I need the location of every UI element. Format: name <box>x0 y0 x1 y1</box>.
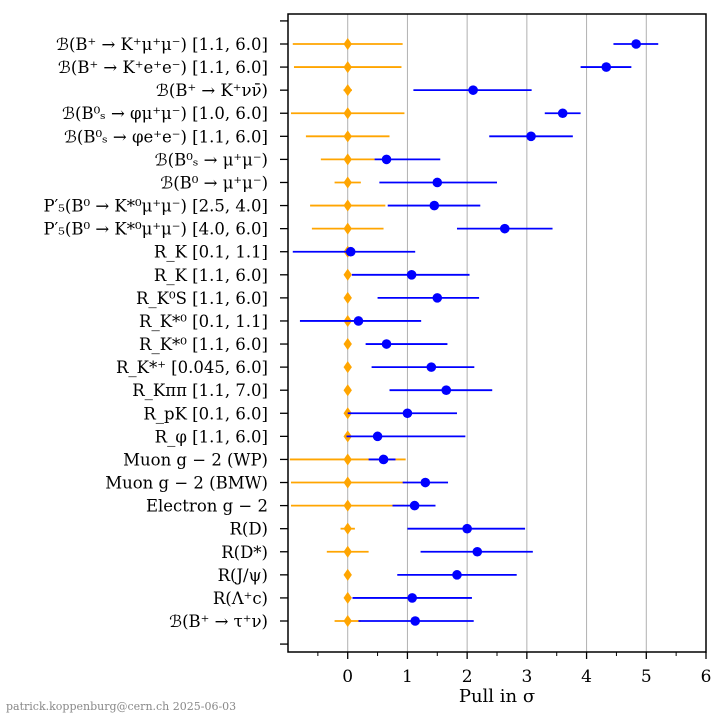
credit-text: patrick.koppenburg@cern.ch 2025-06-03 <box>6 700 236 713</box>
reference-point <box>343 291 352 304</box>
category-label: R_K*⁰ [0.1, 1.1] <box>139 312 268 331</box>
category-label: ℬ(B⁰ₛ → μ⁺μ⁻) <box>155 150 268 169</box>
measurement-point <box>462 523 472 534</box>
measurement-point <box>426 362 437 372</box>
category-label: R_K [0.1, 1.1] <box>154 243 268 262</box>
x-tick-label: 6 <box>701 667 712 687</box>
reference-point <box>343 199 352 212</box>
measurement-point <box>432 293 443 303</box>
measurement-point <box>345 246 356 257</box>
category-label: ℬ(B⁺ → K⁺μ⁺μ⁻) [1.1, 6.0] <box>56 35 268 54</box>
measurement-point <box>499 223 510 234</box>
reference-point <box>343 268 352 281</box>
x-tick-label: 3 <box>521 667 532 687</box>
category-label: R(D*) <box>221 543 268 562</box>
category-label: R_K⁰S [1.1, 6.0] <box>136 289 268 308</box>
category-labels: ℬ(B⁺ → K⁺μ⁺μ⁻) [1.1, 6.0] ℬ(B⁺ → K⁺e⁺e⁻) … <box>43 35 268 631</box>
reference-point <box>343 591 352 604</box>
measurement-point <box>381 154 392 165</box>
reference-series <box>289 38 406 627</box>
grid-lines <box>347 14 647 652</box>
reference-point <box>343 176 352 189</box>
measurement-point <box>468 85 478 95</box>
measurement-point <box>432 177 443 188</box>
measurement-point <box>410 616 420 626</box>
category-label: R(Λ⁺c) <box>213 589 268 608</box>
measurement-point <box>472 546 483 557</box>
category-label: R_K*⁰ [1.1, 6.0] <box>139 335 268 354</box>
measurement-point <box>526 131 536 142</box>
category-label: R_K*⁺ [0.045, 6.0] <box>116 358 268 377</box>
category-label: ℬ(B⁰ₛ → φe⁺e⁻) [1.1, 6.0] <box>64 127 268 146</box>
measurement-point <box>631 39 641 49</box>
reference-point <box>343 545 352 558</box>
reference-point <box>343 384 352 397</box>
measurement-point <box>378 454 389 465</box>
measurement-point <box>557 108 568 119</box>
reference-point <box>343 522 352 535</box>
measurement-point <box>372 431 383 442</box>
category-label: ℬ(B⁰ → μ⁺μ⁻) <box>160 173 268 192</box>
reference-point <box>343 38 352 50</box>
category-label: P′₅(B⁰ → K*⁰μ⁺μ⁻) [2.5, 4.0] <box>43 197 268 216</box>
reference-point <box>343 153 352 166</box>
x-axis-label: Pull in σ <box>459 686 535 707</box>
reference-point <box>343 61 352 74</box>
category-label: ℬ(B⁺ → K⁺νν̄) <box>156 81 268 100</box>
measurement-point <box>402 408 413 419</box>
x-tick-label: 1 <box>402 667 413 687</box>
measurement-point <box>353 316 364 326</box>
reference-point <box>343 568 352 581</box>
axis-ticks: 0 1 2 3 4 5 6 <box>280 20 712 687</box>
category-label: R(D) <box>229 520 268 539</box>
category-label: R_φ [1.1, 6.0] <box>155 427 268 446</box>
reference-point <box>343 107 352 120</box>
reference-point <box>343 615 352 627</box>
category-label: ℬ(B⁺ → τ⁺ν) <box>169 612 268 631</box>
category-label: R(J/ψ) <box>218 566 268 585</box>
measurement-point <box>452 570 462 580</box>
x-tick-label: 0 <box>342 667 353 687</box>
measurement-point <box>381 339 392 349</box>
measurement-series <box>292 39 659 626</box>
x-tick-label: 4 <box>581 667 592 687</box>
measurement-point <box>406 270 417 280</box>
category-label: Muon g − 2 (WP) <box>123 450 268 469</box>
category-label: R_pK [0.1, 6.0] <box>143 404 268 423</box>
measurement-point <box>409 500 420 511</box>
reference-point <box>343 84 352 97</box>
measurement-point <box>441 385 452 396</box>
x-tick-label: 5 <box>641 667 652 687</box>
measurement-point <box>420 477 431 488</box>
reference-point <box>343 130 352 143</box>
reference-point <box>343 499 352 512</box>
measurement-point <box>429 200 440 211</box>
category-label: R_K [1.1, 6.0] <box>154 266 268 285</box>
category-label: P′₅(B⁰ → K*⁰μ⁺μ⁻) [4.0, 6.0] <box>43 220 268 239</box>
measurement-point <box>407 593 418 603</box>
reference-point <box>343 453 352 466</box>
category-label: Muon g − 2 (BMW) <box>105 474 268 493</box>
reference-point <box>343 476 352 489</box>
x-tick-label: 2 <box>462 667 473 687</box>
reference-point <box>343 338 352 351</box>
category-label: Electron g − 2 <box>146 497 268 516</box>
reference-point <box>343 361 352 374</box>
category-label: R_Kππ [1.1, 7.0] <box>132 381 268 400</box>
category-label: ℬ(B⁰ₛ → φμ⁺μ⁻) [1.0, 6.0] <box>62 104 268 123</box>
plot-frame <box>287 13 707 653</box>
category-label: ℬ(B⁺ → K⁺e⁺e⁻) [1.1, 6.0] <box>58 58 268 77</box>
reference-point <box>343 222 352 235</box>
measurement-point <box>601 62 612 72</box>
